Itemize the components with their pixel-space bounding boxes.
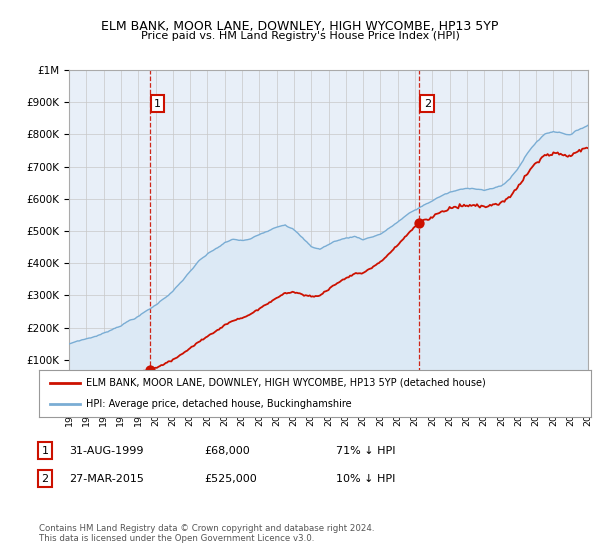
Text: 71% ↓ HPI: 71% ↓ HPI	[336, 446, 395, 456]
Text: £525,000: £525,000	[204, 474, 257, 484]
Text: 2: 2	[41, 474, 49, 484]
Text: 1: 1	[154, 99, 161, 109]
Text: 10% ↓ HPI: 10% ↓ HPI	[336, 474, 395, 484]
Text: ELM BANK, MOOR LANE, DOWNLEY, HIGH WYCOMBE, HP13 5YP (detached house): ELM BANK, MOOR LANE, DOWNLEY, HIGH WYCOM…	[86, 378, 485, 388]
Point	[415, 218, 424, 227]
Text: 27-MAR-2015: 27-MAR-2015	[69, 474, 144, 484]
Text: Contains HM Land Registry data © Crown copyright and database right 2024.
This d: Contains HM Land Registry data © Crown c…	[39, 524, 374, 543]
Text: HPI: Average price, detached house, Buckinghamshire: HPI: Average price, detached house, Buck…	[86, 399, 352, 409]
Text: Price paid vs. HM Land Registry's House Price Index (HPI): Price paid vs. HM Land Registry's House …	[140, 31, 460, 41]
Text: 31-AUG-1999: 31-AUG-1999	[69, 446, 143, 456]
Point	[145, 366, 155, 375]
Text: ELM BANK, MOOR LANE, DOWNLEY, HIGH WYCOMBE, HP13 5YP: ELM BANK, MOOR LANE, DOWNLEY, HIGH WYCOM…	[101, 20, 499, 32]
Text: £68,000: £68,000	[204, 446, 250, 456]
Text: 2: 2	[424, 99, 431, 109]
Text: 1: 1	[41, 446, 49, 456]
